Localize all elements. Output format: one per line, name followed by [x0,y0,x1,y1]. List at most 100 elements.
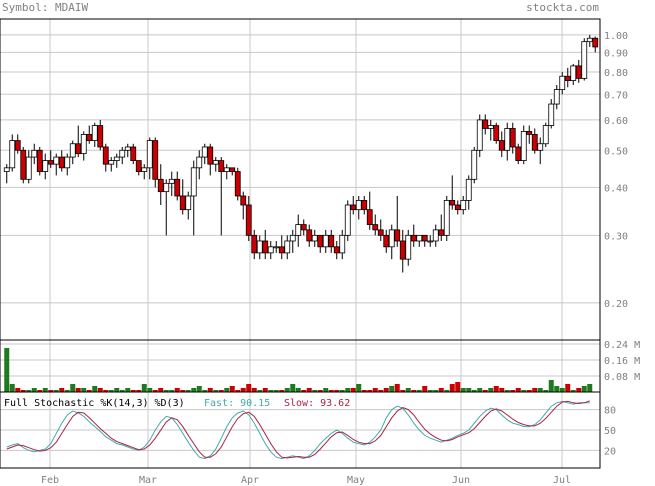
volume-bar [185,390,191,392]
volume-bar [416,390,422,392]
candle-body [262,240,269,254]
candle-body [405,234,412,260]
candle-body [124,146,131,151]
candle-body [515,146,522,161]
candle-body [157,178,164,193]
stoch-slow-line [6,400,590,459]
volume-bar [565,384,571,392]
candle-body [130,146,137,161]
volume-bar [526,390,532,392]
volume-bar [235,390,241,392]
candle-body [58,156,65,169]
candle-body [383,234,390,248]
volume-bar [262,388,268,392]
volume-bar [493,386,499,392]
volume-bar [141,384,147,392]
volume-bar [438,388,444,392]
volume-bar [20,390,26,392]
volume-bar [405,388,411,392]
candle-body [361,200,368,211]
candle-body [410,234,417,242]
volume-bar [570,390,576,392]
candle-body [69,143,76,158]
volume-bar [284,388,290,392]
volume-bar [444,390,450,392]
volume-bar [515,388,521,392]
candle-body [278,246,285,254]
volume-bar [103,390,109,392]
candle-body [201,146,208,158]
volume-bar [70,384,76,392]
volume-bar [279,390,285,392]
stoch-fast-label: Fast: 90.15 [204,398,270,409]
month-label: Feb [41,475,59,486]
volume-bar [207,388,213,392]
price-tick-label: 0.80 [604,68,628,79]
volume-bar [158,388,164,392]
candle-body [75,143,82,155]
price-tick-label: 0.70 [604,90,628,101]
candle-body [267,246,274,254]
volume-bar [345,388,351,392]
candle-body [207,146,214,165]
candle-body [581,41,588,79]
volume-bar [169,390,175,392]
candle-body [416,234,423,242]
volume-bar [295,388,301,392]
volume-bar [559,388,565,392]
stoch-tick-label: 50 [604,426,616,437]
volume-bar [471,390,477,392]
candle-body [526,131,533,135]
volume-bar [306,388,312,392]
candle-body [399,240,406,260]
volume-bar [455,382,461,392]
candle-body [498,140,505,151]
candle-body [284,240,291,254]
candle-body [592,37,599,48]
volume-bar [290,384,296,392]
volume-bar [152,390,158,392]
candle-body [36,149,43,172]
volume-bar [449,384,455,392]
volume-bar [394,384,400,392]
candle-body [471,149,478,180]
candle-body [179,195,186,211]
candle-body [520,131,527,161]
candle-body [388,229,395,248]
volume-bar [174,388,180,392]
candle-body [432,229,439,242]
candle-body [482,119,489,129]
candle-body [460,200,467,211]
volume-bar [202,390,208,392]
candle-body [548,103,555,126]
candle-body [531,134,538,151]
volume-bar [108,390,114,392]
price-tick-label: 0.30 [604,231,628,242]
candle-body [449,200,456,206]
month-label: Jul [553,475,571,486]
candle-body [141,167,148,172]
candle-body [306,229,313,242]
candle-body [14,140,21,151]
volume-bar [81,388,87,392]
stoch-tick-label: 20 [604,446,616,457]
volume-bar [229,386,235,392]
volume-bar [587,384,593,392]
volume-bar [251,388,257,392]
candle-body [212,160,219,165]
volume-bar [427,390,433,392]
volume-bar [130,390,136,392]
candle-body [113,156,120,161]
candle-body [339,234,346,254]
candle-body [25,156,32,180]
candle-body [9,140,16,169]
candle-body [559,75,566,90]
candle-body [317,234,324,248]
volume-tick-label: 0.08 M [604,372,640,383]
candle-body [394,229,401,242]
candle-body [20,149,27,180]
stoch-panel-frame [0,391,601,469]
stoch-tick-label: 80 [604,406,616,417]
volume-bar [218,390,224,392]
candle-body [328,234,335,248]
